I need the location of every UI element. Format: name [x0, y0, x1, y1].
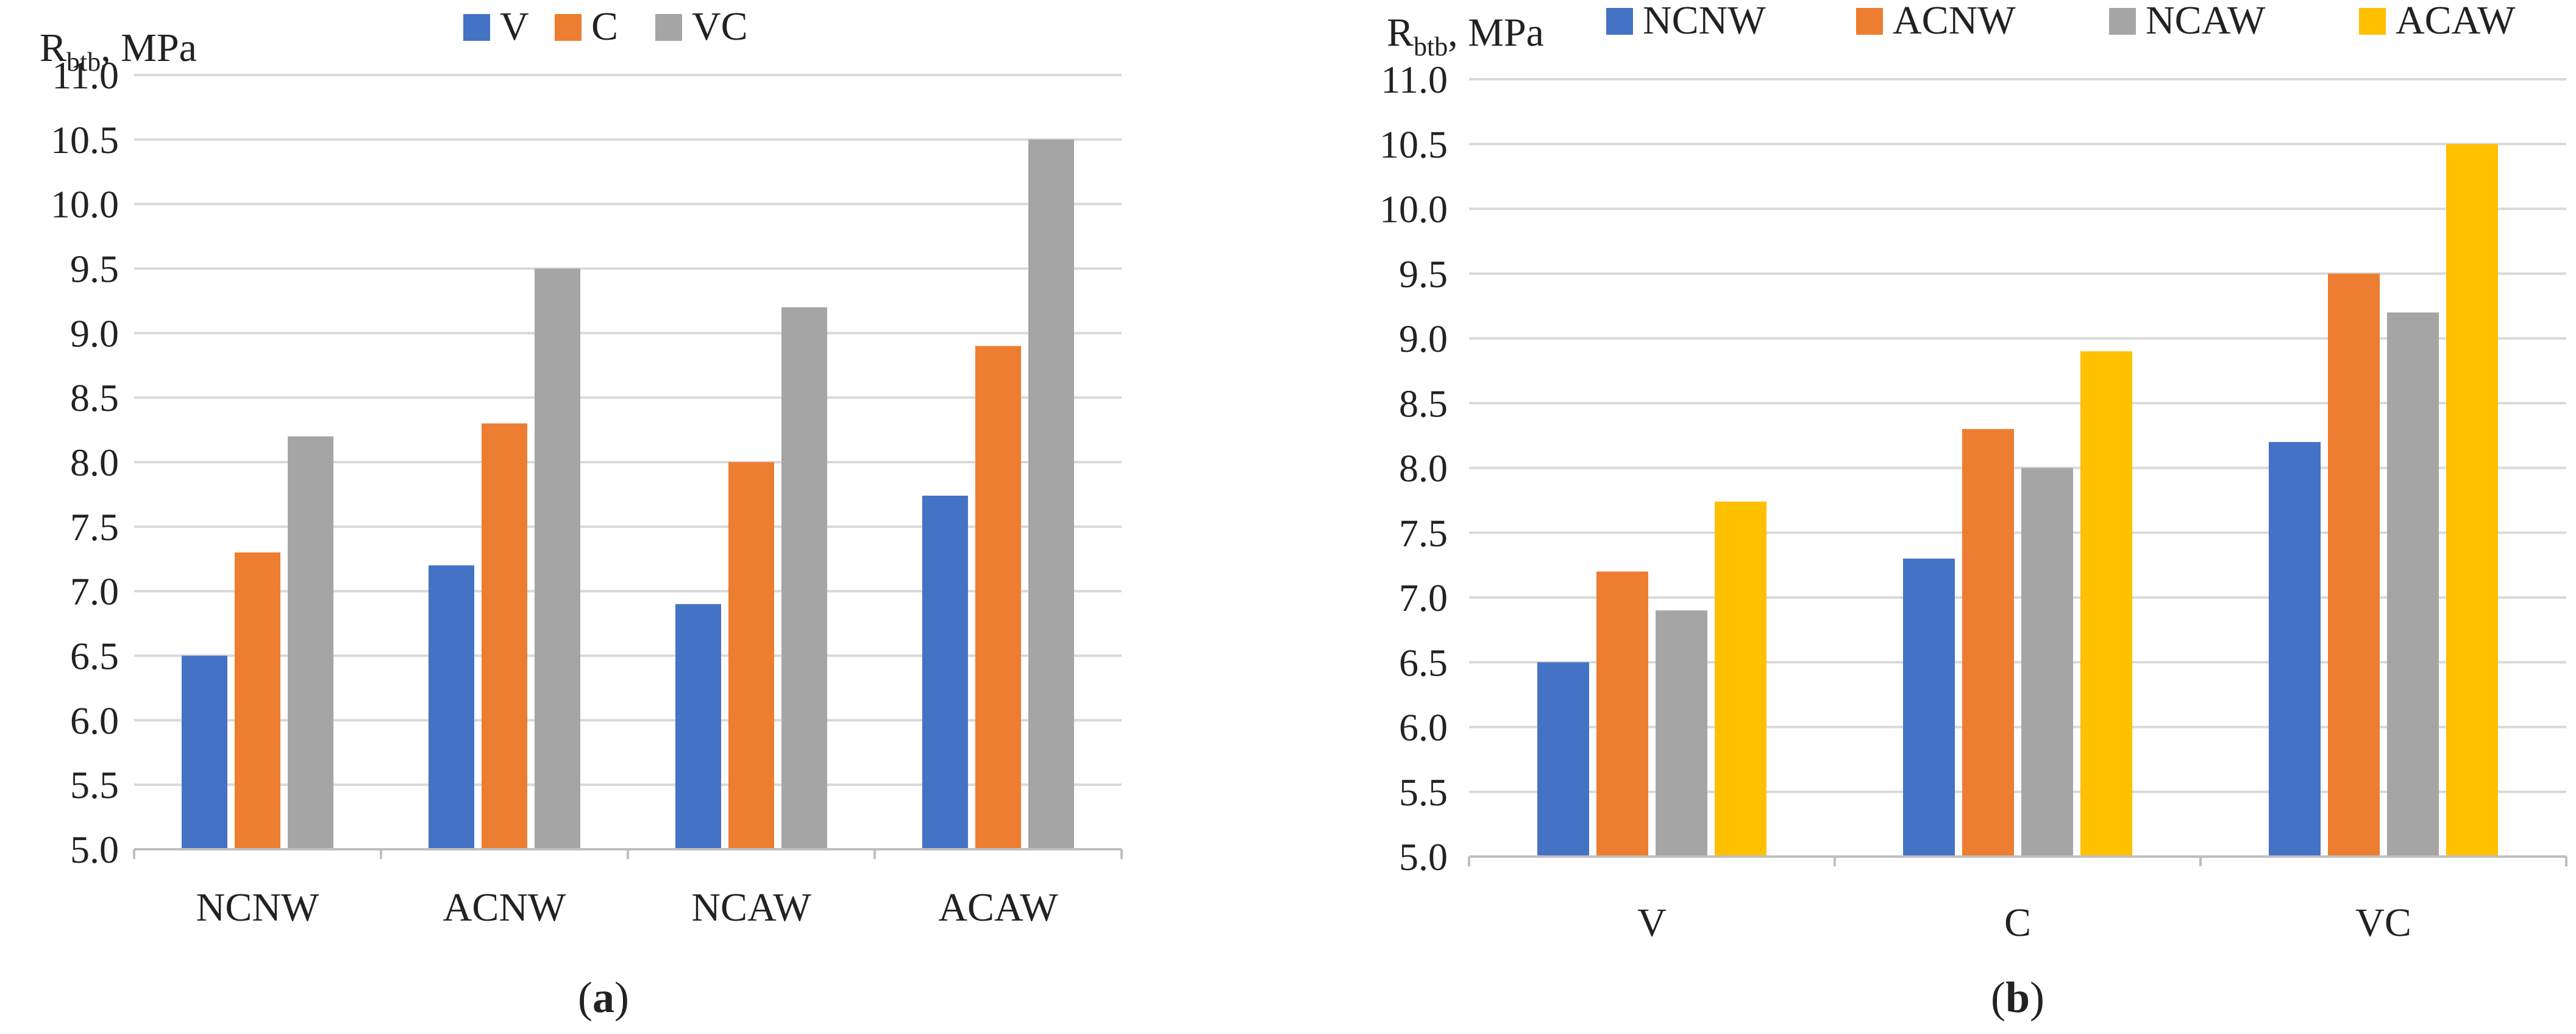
bar-ncaw-c	[2021, 468, 2073, 857]
bar-c-ncaw	[728, 462, 774, 849]
legend-swatch	[655, 14, 682, 41]
bar-ncnw-vc	[2269, 442, 2321, 857]
chart-panel-b: Rbtb, MPa 5.0 5.5 6.0 6.5 7.0 7.5 8.0 8.5 9.0 9.5…	[1379, 0, 2567, 1022]
legend-b: NCNW ACNW NCAW ACAW	[1606, 0, 2516, 43]
bar-v-acaw	[922, 496, 968, 849]
y-tick-label: 7.0	[1399, 576, 1448, 619]
axes-b: 5.0 5.5 6.0 6.5 7.0 7.5 8.0 8.5 9.0 9.5 10.0 10.5 11…	[1379, 58, 2567, 945]
axes-a: 5.0 5.5 6.0 6.5 7.0 7.5 8.0 8.5 9.0 9.5 10.0 10.5 11…	[51, 54, 1123, 930]
y-tick-label: 9.0	[70, 312, 119, 355]
bar-vc-acaw	[1028, 139, 1074, 849]
bar-v-acnw	[429, 565, 474, 849]
legend-swatch	[2109, 8, 2136, 35]
bar-ncaw-v	[1656, 610, 1707, 857]
bar-ncaw-vc	[2387, 312, 2439, 857]
legend-a: V C VC	[463, 4, 748, 49]
bar-vc-ncnw	[288, 436, 333, 849]
y-tick-label: 6.0	[70, 699, 119, 742]
y-tick-label: 11.0	[52, 54, 119, 97]
y-tick-label: 6.0	[1399, 706, 1448, 749]
bar-acnw-v	[1596, 571, 1648, 857]
bar-c-acaw	[975, 346, 1021, 849]
bar-acnw-vc	[2328, 273, 2380, 857]
y-tick-label: 10.5	[1379, 123, 1448, 166]
bar-ncnw-c	[1903, 558, 1955, 857]
x-category-label: NCAW	[691, 885, 811, 930]
caption-a: (a)	[578, 973, 629, 1022]
y-tick-label: 5.0	[1399, 835, 1448, 879]
bar-acaw-vc	[2446, 144, 2498, 857]
grid-a	[134, 74, 1122, 786]
y-tick-label: 10.0	[1379, 188, 1448, 231]
y-tick-label: 8.0	[70, 441, 119, 484]
y-tick-label: 9.0	[1399, 317, 1448, 360]
y-axis-label-a: Rbtb, MPa	[40, 26, 197, 77]
bar-acnw-c	[1962, 429, 2014, 857]
x-category-label: VC	[2355, 900, 2411, 945]
bar-vc-ncaw	[781, 307, 827, 849]
grid-b	[1469, 78, 2566, 793]
y-tick-label: 6.5	[1399, 641, 1448, 684]
y-tick-label: 7.0	[70, 570, 119, 613]
bar-ncnw-v	[1537, 662, 1589, 857]
bars-a	[182, 139, 1074, 849]
x-category-label: NCNW	[196, 885, 319, 930]
legend-label: ACAW	[2396, 0, 2516, 43]
y-tick-label: 6.5	[70, 635, 119, 678]
legend-label: ACNW	[1893, 0, 2016, 43]
legend-label: NCAW	[2146, 0, 2266, 43]
bar-v-ncaw	[675, 604, 721, 849]
legend-swatch	[1606, 8, 1633, 35]
bar-vc-acnw	[535, 268, 580, 849]
legend-swatch	[463, 14, 490, 41]
y-tick-label: 8.5	[1399, 382, 1448, 425]
legend-swatch	[2359, 8, 2386, 35]
y-tick-label: 5.0	[70, 828, 119, 871]
y-tick-label: 10.0	[51, 183, 119, 226]
x-category-label: V	[1637, 900, 1667, 945]
y-tick-label: 5.5	[1399, 771, 1448, 814]
bar-c-ncnw	[235, 552, 280, 849]
y-tick-label: 11.0	[1381, 58, 1448, 101]
y-axis-label-b: Rbtb, MPa	[1387, 10, 1544, 62]
chart-panel-a: Rbtb, MPa 5.0 5.5 6.0 6.5 7.0 7.5 8.0 8.5 9.0 9.5…	[40, 4, 1123, 1022]
bar-acaw-c	[2080, 351, 2132, 857]
x-category-label: C	[2004, 900, 2031, 945]
x-category-label: ACAW	[938, 885, 1058, 930]
y-tick-label: 10.5	[51, 118, 119, 162]
y-tick-label: 8.0	[1399, 447, 1448, 490]
y-tick-label: 5.5	[70, 763, 119, 807]
caption-b: (b)	[1991, 973, 2044, 1022]
bar-c-acnw	[482, 423, 527, 849]
y-tick-label: 8.5	[70, 376, 119, 419]
legend-label: NCNW	[1643, 0, 1766, 43]
y-tick-label: 9.5	[1399, 252, 1448, 296]
y-tick-label: 7.5	[1399, 512, 1448, 555]
y-tick-label: 7.5	[70, 505, 119, 549]
bar-acaw-v	[1715, 501, 1767, 857]
legend-swatch	[1856, 8, 1883, 35]
legend-swatch	[555, 14, 582, 41]
legend-label: C	[591, 4, 618, 49]
legend-label: V	[500, 4, 529, 49]
y-tick-label: 9.5	[70, 248, 119, 291]
legend-label: VC	[692, 4, 748, 49]
bars-b	[1537, 144, 2498, 857]
bar-v-ncnw	[182, 655, 227, 849]
x-category-label: ACNW	[443, 885, 566, 930]
